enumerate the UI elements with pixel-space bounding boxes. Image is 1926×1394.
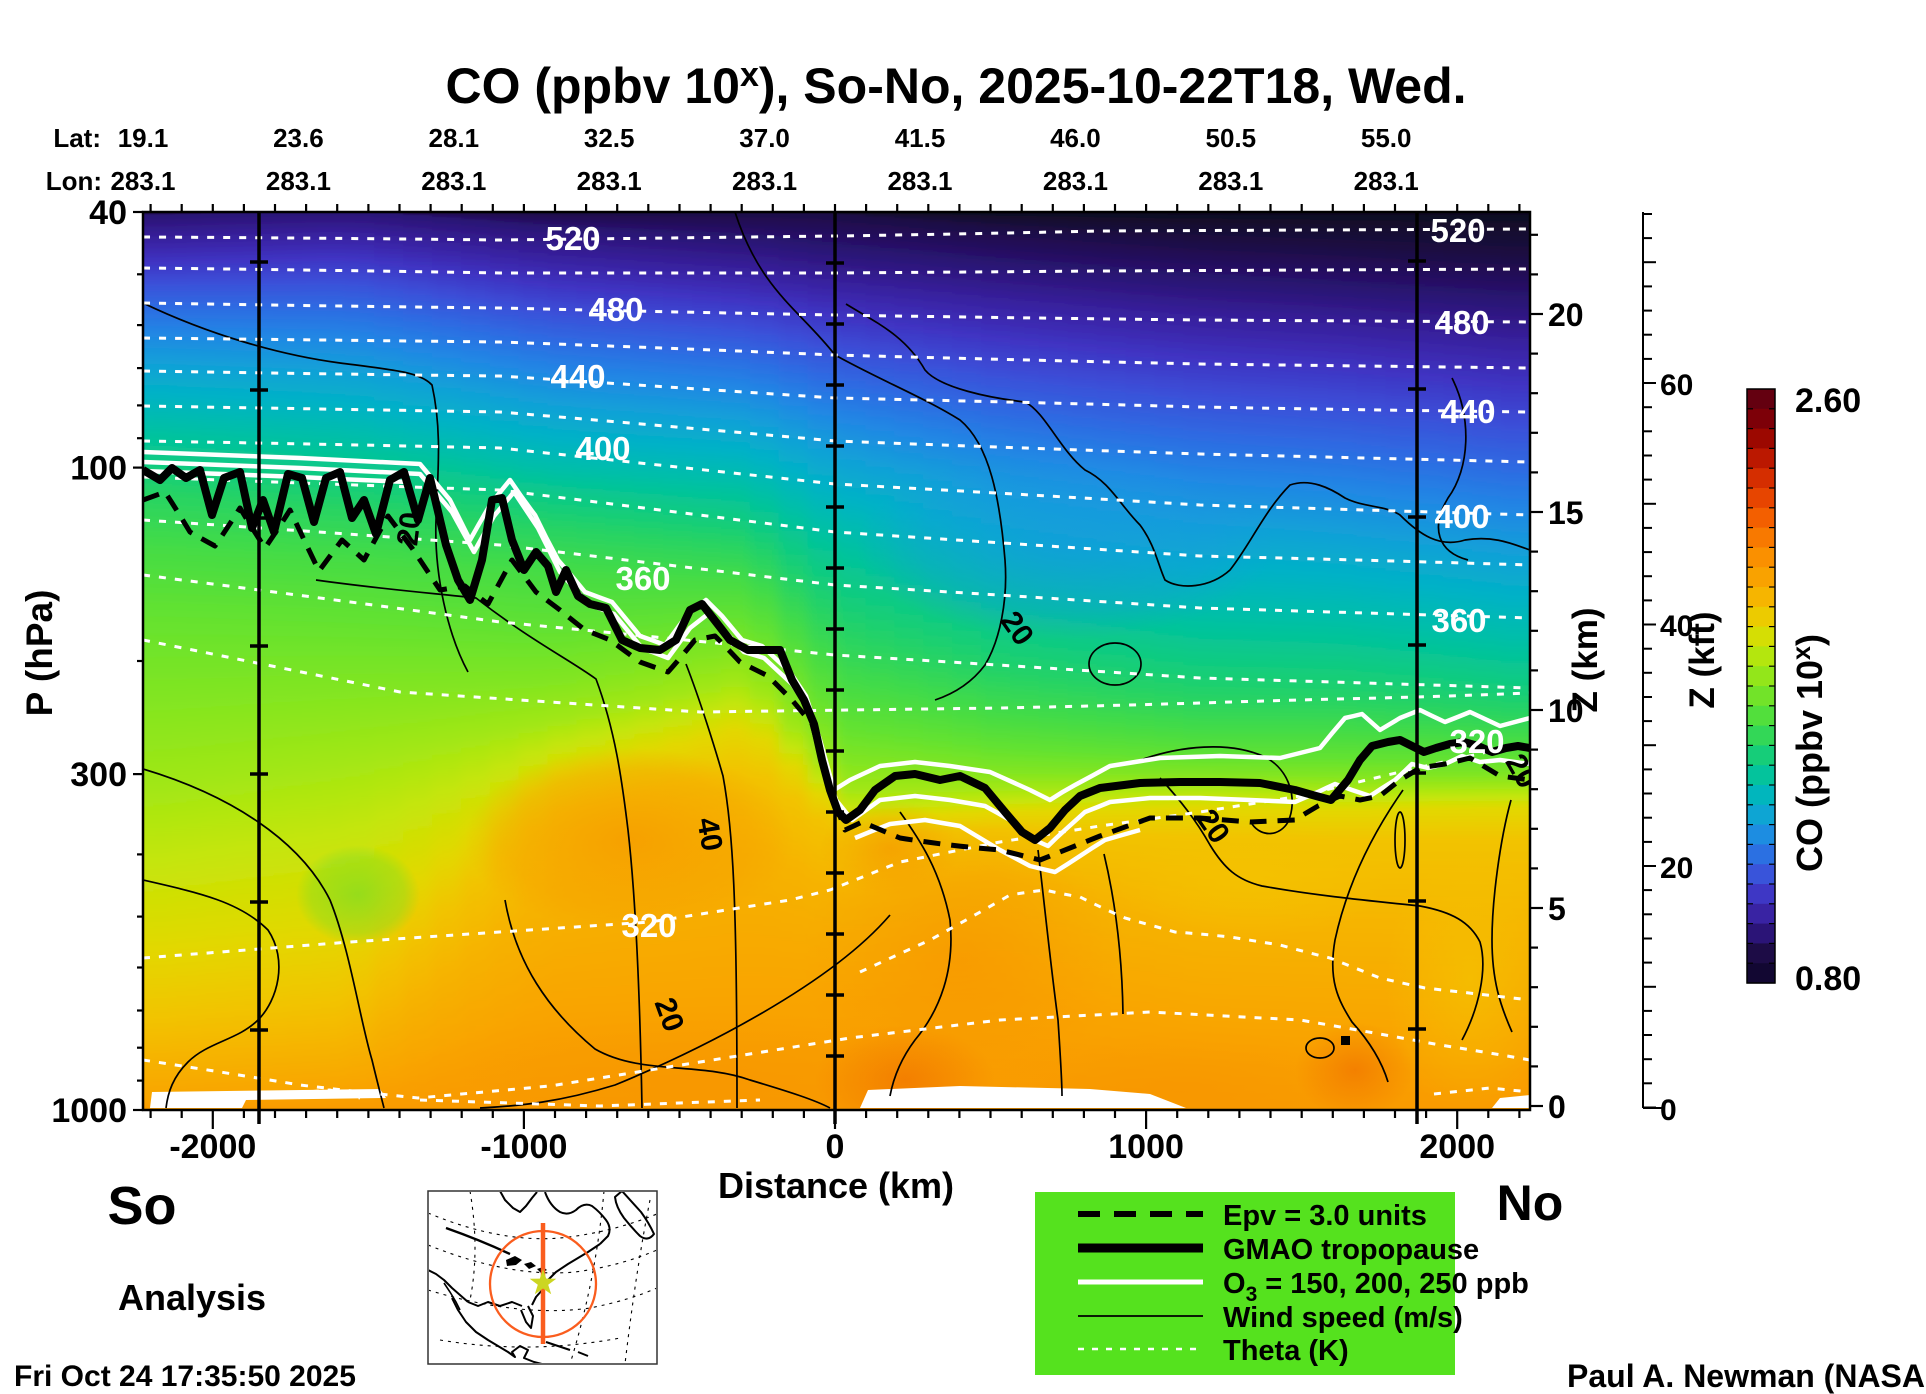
svg-text:60: 60 [1660, 369, 1693, 402]
svg-text:55.0: 55.0 [1361, 123, 1412, 153]
svg-text:20: 20 [391, 510, 428, 547]
svg-text:CO (ppbv 10x), So-No, 2025-10-: CO (ppbv 10x), So-No, 2025-10-22T18, Wed… [445, 56, 1466, 114]
svg-text:Wind speed (m/s): Wind speed (m/s) [1223, 1302, 1463, 1334]
svg-text:GMAO tropopause: GMAO tropopause [1223, 1234, 1479, 1266]
svg-text:283.1: 283.1 [732, 166, 797, 196]
svg-text:Theta (K): Theta (K) [1223, 1335, 1349, 1367]
svg-text:Fri Oct 24 17:35:50 2025: Fri Oct 24 17:35:50 2025 [14, 1360, 356, 1393]
svg-text:40: 40 [89, 194, 127, 232]
svg-text:2000: 2000 [1419, 1128, 1495, 1166]
svg-text:360: 360 [1431, 602, 1486, 639]
svg-text:Analysis: Analysis [118, 1277, 266, 1318]
svg-text:300: 300 [70, 756, 127, 794]
svg-text:Distance (km): Distance (km) [718, 1165, 954, 1206]
svg-text:283.1: 283.1 [1043, 166, 1108, 196]
svg-text:37.0: 37.0 [739, 123, 790, 153]
svg-text:440: 440 [1440, 393, 1495, 430]
svg-text:40: 40 [1660, 610, 1693, 643]
svg-text:Z (kft): Z (kft) [1683, 611, 1722, 708]
svg-text:15: 15 [1548, 495, 1584, 531]
svg-text:10: 10 [1548, 693, 1584, 729]
svg-text:283.1: 283.1 [266, 166, 331, 196]
svg-text:-2000: -2000 [169, 1128, 256, 1166]
svg-text:0: 0 [1548, 1089, 1566, 1125]
svg-text:41.5: 41.5 [895, 123, 946, 153]
svg-text:283.1: 283.1 [887, 166, 952, 196]
svg-text:480: 480 [588, 291, 643, 328]
svg-text:50.5: 50.5 [1205, 123, 1256, 153]
svg-text:283.1: 283.1 [1198, 166, 1263, 196]
svg-text:So: So [107, 1176, 176, 1236]
svg-text:360: 360 [615, 560, 670, 597]
svg-text:320: 320 [621, 907, 676, 944]
svg-text:20: 20 [1548, 297, 1584, 333]
svg-text:283.1: 283.1 [421, 166, 486, 196]
svg-text:0: 0 [826, 1128, 845, 1166]
svg-text:Paul A. Newman (NASA: Paul A. Newman (NASA [1567, 1358, 1925, 1394]
svg-text:CO (ppbv 10x): CO (ppbv 10x) [1788, 634, 1830, 872]
svg-text:283.1: 283.1 [110, 166, 175, 196]
svg-text:100: 100 [70, 450, 127, 488]
svg-text:440: 440 [550, 358, 605, 395]
svg-text:O3 = 150, 200, 250 ppb: O3 = 150, 200, 250 ppb [1223, 1268, 1529, 1306]
svg-text:46.0: 46.0 [1050, 123, 1101, 153]
svg-text:P (hPa): P (hPa) [19, 590, 60, 717]
svg-text:23.6: 23.6 [273, 123, 324, 153]
svg-text:Epv = 3.0 units: Epv = 3.0 units [1223, 1200, 1427, 1232]
svg-text:28.1: 28.1 [428, 123, 479, 153]
svg-text:19.1: 19.1 [118, 123, 169, 153]
svg-text:520: 520 [545, 220, 600, 257]
svg-text:Lat:: Lat: [53, 123, 101, 153]
svg-text:Lon:: Lon: [46, 166, 102, 196]
svg-text:No: No [1497, 1175, 1564, 1231]
svg-text:0.80: 0.80 [1795, 960, 1861, 998]
svg-text:-1000: -1000 [480, 1128, 567, 1166]
svg-text:520: 520 [1430, 212, 1485, 249]
svg-text:20: 20 [1660, 852, 1693, 885]
svg-text:400: 400 [1434, 498, 1489, 535]
svg-text:320: 320 [1449, 723, 1504, 760]
svg-text:1000: 1000 [51, 1092, 127, 1130]
svg-text:Z (km): Z (km) [1566, 608, 1605, 713]
svg-text:400: 400 [575, 430, 630, 467]
svg-text:283.1: 283.1 [1354, 166, 1419, 196]
svg-text:5: 5 [1548, 891, 1566, 927]
svg-text:1000: 1000 [1108, 1128, 1184, 1166]
svg-text:40: 40 [690, 815, 728, 854]
svg-text:480: 480 [1434, 304, 1489, 341]
svg-text:32.5: 32.5 [584, 123, 635, 153]
svg-text:0: 0 [1660, 1094, 1677, 1127]
svg-text:283.1: 283.1 [577, 166, 642, 196]
svg-text:2.60: 2.60 [1795, 382, 1861, 420]
